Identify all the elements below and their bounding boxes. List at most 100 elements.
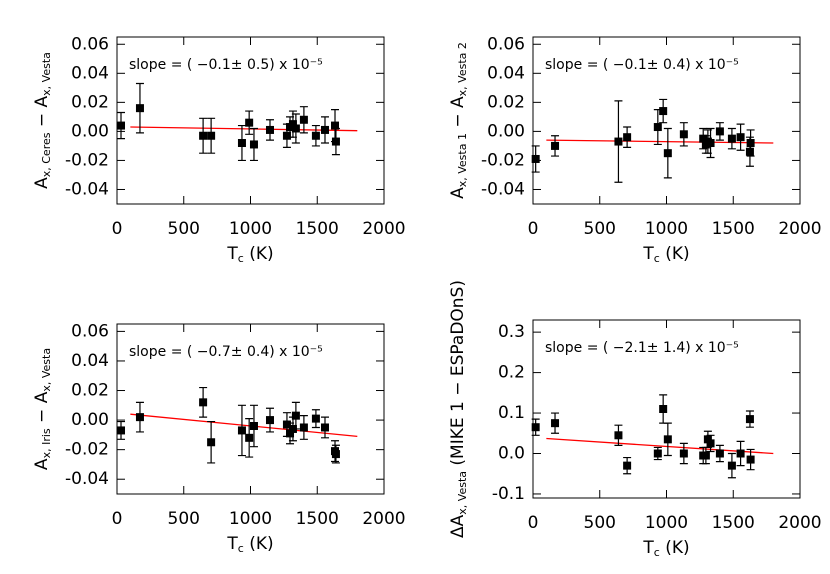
y-tick-label: 0.06 (71, 321, 109, 341)
y-label-part: x, Ceres (40, 132, 53, 177)
data-point (531, 154, 540, 163)
data-point (663, 149, 672, 158)
x-tick-label: 1000 (229, 219, 272, 239)
slope-annotation: slope = ( −0.7± 0.4) x 10⁻⁵ (129, 344, 323, 360)
y-tick-label: 0.3 (498, 322, 525, 342)
y-label-part: x, Vesta (456, 471, 469, 515)
y-tick-label: 0.06 (71, 34, 109, 54)
data-point (245, 433, 254, 442)
data-point (199, 398, 208, 407)
y-tick-label: 0.00 (71, 121, 109, 141)
data-point (701, 451, 710, 460)
data-point (299, 115, 308, 124)
x-tick-label: 2000 (362, 219, 405, 239)
y-label-part: x, Vesta (40, 52, 53, 96)
y-tick-label: 0.06 (487, 34, 525, 54)
data-point (659, 107, 668, 116)
y-tick-label: -0.02 (65, 150, 109, 170)
data-point (320, 423, 329, 432)
x-tick-label: 500 (168, 509, 200, 529)
x-label-part: (K) (660, 244, 690, 264)
y-tick-label: -0.1 (492, 484, 525, 504)
data-point (331, 137, 340, 146)
x-tick-label: 2000 (778, 513, 821, 533)
data-point (703, 435, 712, 444)
y-label-part: A (448, 187, 468, 199)
y-tick-label: -0.02 (65, 440, 109, 460)
x-axis-label: Tc (K) (642, 538, 689, 559)
data-point (249, 422, 258, 430)
data-point (727, 461, 736, 470)
data-point (706, 139, 715, 148)
data-point (135, 413, 144, 422)
y-tick-label: 0.04 (487, 63, 525, 83)
data-point (736, 133, 745, 142)
data-point (331, 121, 340, 130)
data-point (745, 415, 754, 424)
x-label-part: c (654, 252, 660, 265)
y-tick-label: -0.04 (65, 179, 109, 199)
y-label-part: x, Iris (40, 428, 53, 458)
data-point (282, 131, 291, 140)
data-point (207, 438, 216, 447)
data-point (117, 121, 126, 130)
y-tick-label: 0.0 (498, 444, 525, 464)
x-label-part: T (226, 244, 238, 264)
data-point (288, 120, 297, 129)
y-axis-label: Ax, Iris − Ax, Vesta (32, 348, 53, 470)
x-tick-label: 0 (112, 509, 123, 529)
data-point (727, 134, 736, 143)
fit-line (546, 437, 774, 455)
data-point (679, 130, 688, 139)
x-tick-label: 1500 (296, 219, 339, 239)
data-point (265, 125, 274, 134)
x-tick-label: 2000 (778, 219, 821, 239)
data-point (699, 134, 708, 143)
data-point (679, 449, 688, 458)
x-label-part: T (226, 534, 238, 554)
x-label-part: c (238, 252, 244, 265)
y-axis-label: Ax, Vesta 1 − Ax, Vesta 2 (448, 42, 469, 199)
y-label-part: ΔA (448, 514, 468, 538)
y-label-part: x, Vesta 1 (456, 133, 469, 187)
data-point (659, 405, 668, 413)
data-point (291, 124, 300, 133)
data-point (237, 426, 246, 435)
y-label-part: − A (448, 96, 468, 133)
y-label-part: x, Vesta 2 (456, 42, 469, 96)
x-label-part: c (654, 546, 660, 559)
x-axis-label: Tc (K) (642, 244, 689, 265)
data-point (245, 118, 254, 127)
x-tick-label: 1000 (645, 513, 688, 533)
data-point (299, 423, 308, 432)
x-label-part: c (238, 542, 244, 555)
data-point (551, 141, 560, 150)
data-point (117, 426, 126, 435)
x-tick-label: 0 (528, 513, 539, 533)
y-label-part: (MIKE 1 − ESPaDOnS) (448, 280, 468, 471)
y-tick-label: -0.02 (481, 150, 525, 170)
x-tick-label: 500 (584, 219, 616, 239)
data-point (736, 449, 745, 458)
y-tick-label: 0.04 (71, 63, 109, 83)
data-point (249, 140, 258, 149)
data-point (551, 419, 560, 428)
data-point (746, 139, 755, 148)
data-point (623, 133, 632, 142)
y-tick-label: 0.1 (498, 403, 525, 423)
x-tick-label: 0 (528, 219, 539, 239)
y-tick-label: 0.02 (71, 381, 109, 401)
y-axis-label: ΔAx, Vesta (MIKE 1 − ESPaDOnS) (448, 280, 469, 538)
data-point (135, 104, 144, 113)
x-tick-label: 1000 (229, 509, 272, 529)
data-point (715, 449, 724, 458)
data-point (663, 435, 672, 444)
data-point (311, 131, 320, 140)
fit-line (130, 126, 358, 132)
y-label-part: A (32, 458, 52, 470)
x-tick-label: 1000 (645, 219, 688, 239)
y-tick-label: 0.2 (498, 363, 525, 383)
x-tick-label: 1500 (712, 219, 755, 239)
y-tick-label: 0.00 (71, 410, 109, 430)
